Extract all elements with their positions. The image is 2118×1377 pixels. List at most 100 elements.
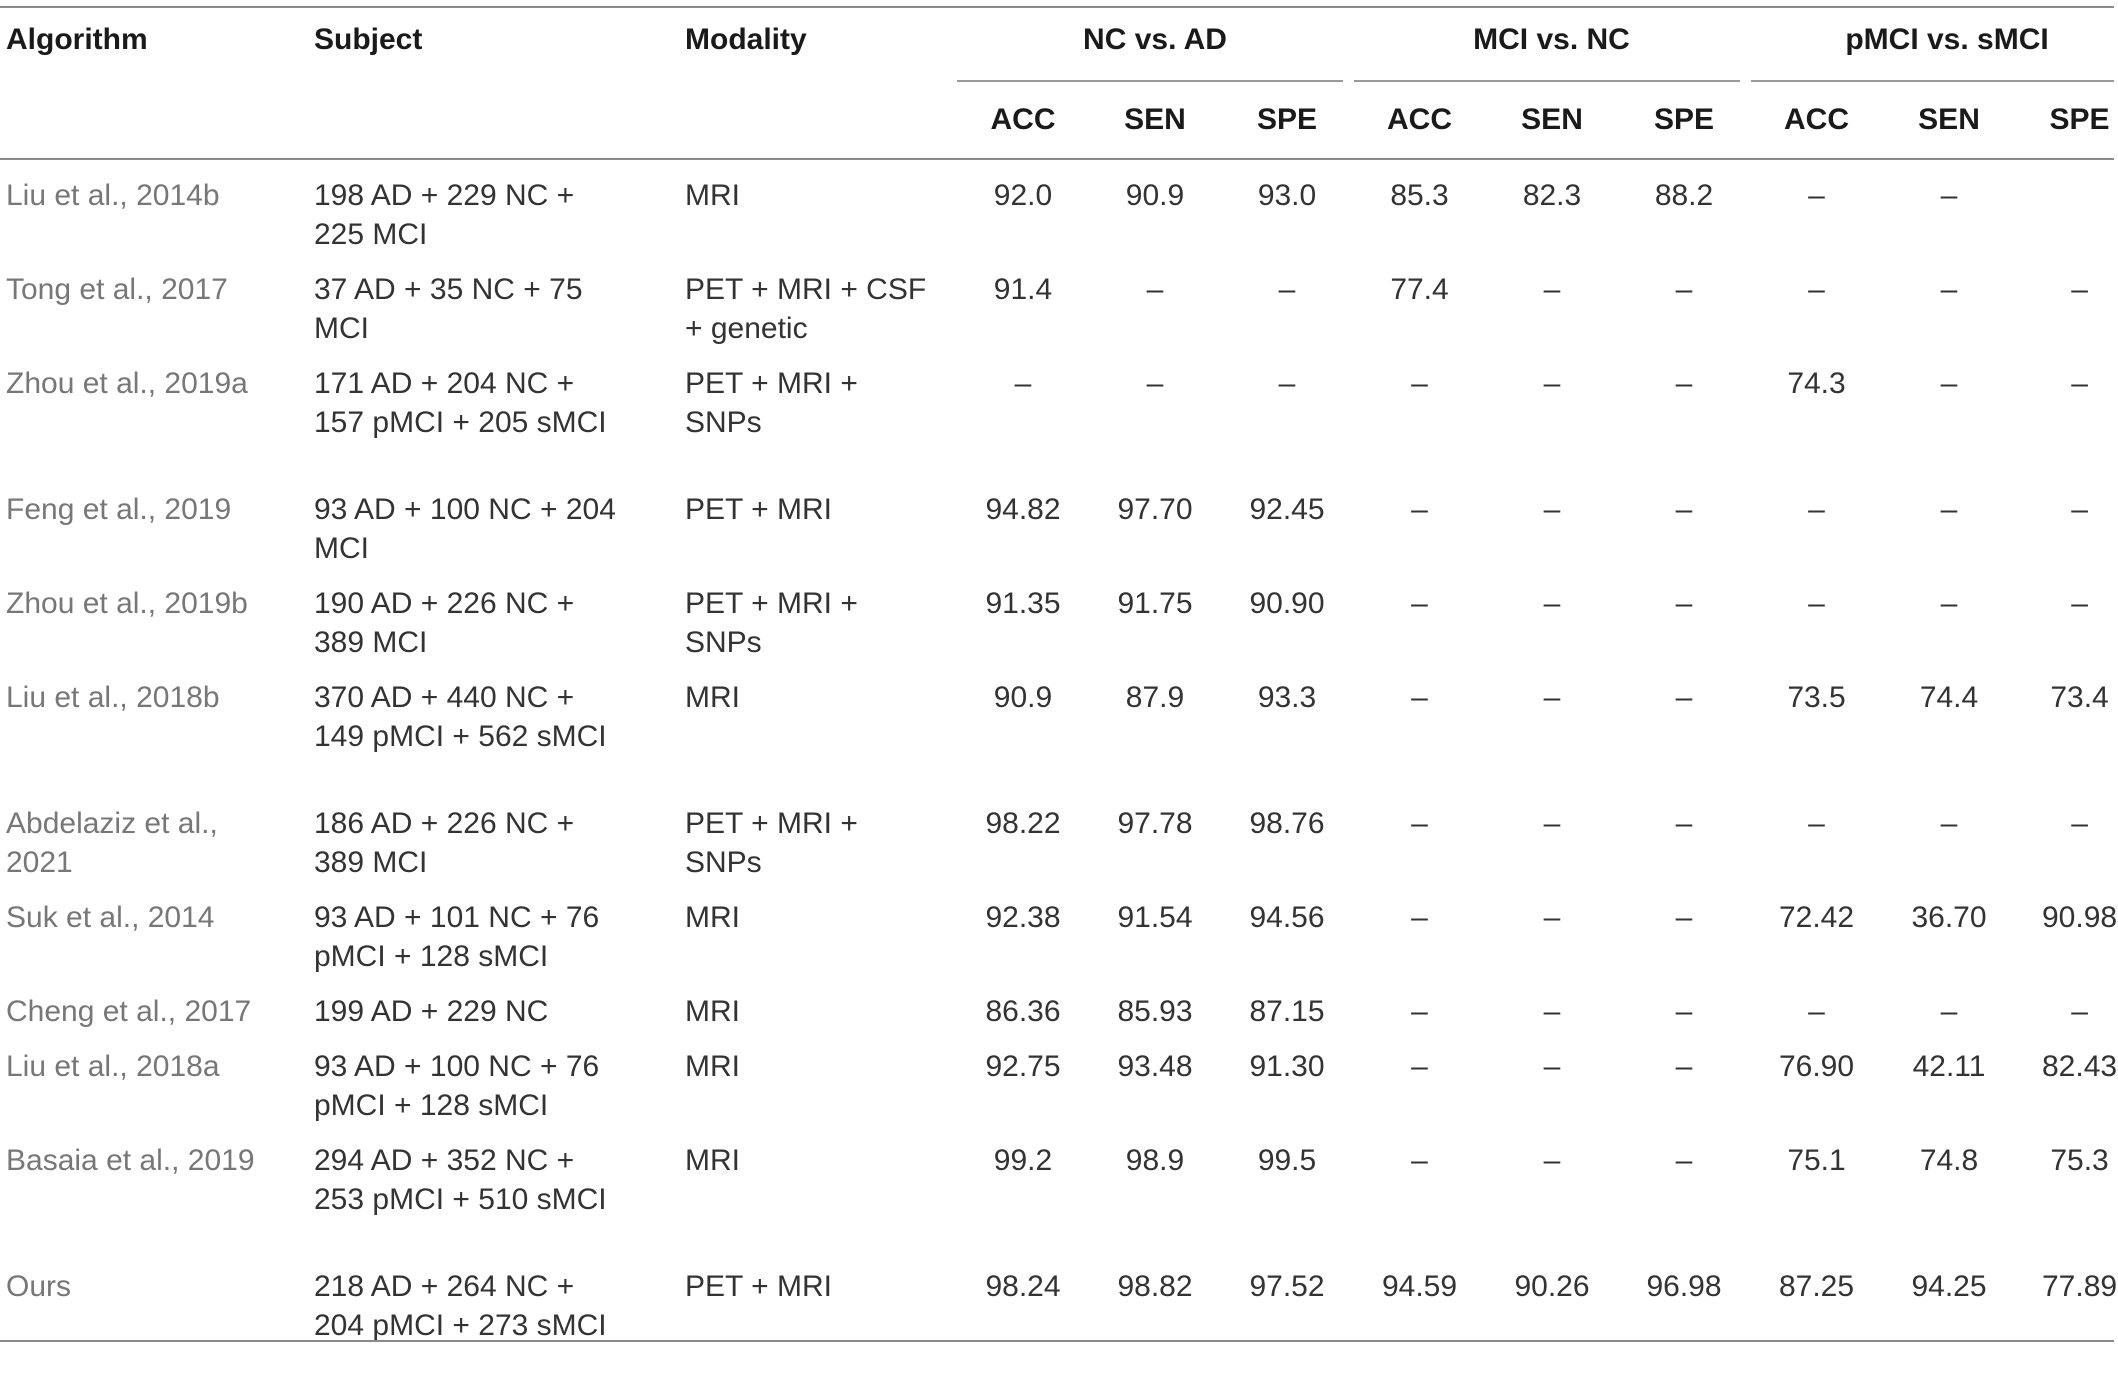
table-row: Ours 218 AD + 264 NC + 204 pMCI + 273 sMC… (0, 1251, 2118, 1377)
cell-subject: 294 AD + 352 NC + 253 pMCI + 510 sMCI (314, 1144, 607, 1216)
cell-value: – (1543, 995, 1561, 1028)
group-underline-pmci-smci (1751, 80, 2114, 82)
cell-value: 90.98 (2041, 901, 2118, 934)
table-row: Liu et al., 2014b 198 AD + 229 NC + 225 M… (0, 160, 2118, 254)
cell-value: – (1411, 901, 1428, 934)
cell-value: – (1411, 807, 1428, 840)
cell-value: 98.76 (1249, 807, 1325, 840)
cell-value: 87.25 (1778, 1270, 1855, 1303)
cell-value: – (1146, 273, 1164, 306)
cell-value: – (1675, 681, 1693, 714)
header-rule (0, 158, 2114, 160)
cell-value: – (1940, 995, 1958, 1028)
cell-value: – (1808, 807, 1825, 840)
cell-value: – (1940, 273, 1958, 306)
cell-modality: MRI (685, 179, 740, 212)
cell-value: 74.8 (1919, 1144, 1979, 1177)
cell-subject: 93 AD + 101 NC + 76 pMCI + 128 sMCI (314, 901, 600, 973)
cell-value: – (1543, 1050, 1561, 1083)
cell-value: 94.82 (985, 493, 1061, 526)
header-metric: ACC (990, 103, 1056, 136)
cell-value: – (1543, 587, 1561, 620)
cell-modality: PET + MRI + SNPs (685, 367, 858, 439)
cell-value: – (1411, 587, 1428, 620)
cell-value: 97.70 (1117, 493, 1193, 526)
cell-algorithm: Zhou et al., 2019a (6, 367, 248, 400)
cell-value: 91.75 (1117, 587, 1193, 620)
table-row: Tong et al., 2017 37 AD + 35 NC + 75 MCI P… (0, 254, 2118, 348)
cell-value: 92.45 (1249, 493, 1325, 526)
cell-value: 42.11 (1912, 1050, 1986, 1083)
cell-value: 75.3 (2050, 1144, 2109, 1177)
cell-algorithm: Liu et al., 2018a (6, 1050, 220, 1083)
cell-modality: PET + MRI (685, 1270, 832, 1303)
cell-value: 98.24 (985, 1270, 1061, 1303)
header-group-mci-nc: MCI vs. NC (1473, 23, 1630, 56)
cell-value: – (1543, 807, 1561, 840)
cell-value: – (1675, 367, 1693, 400)
cell-value: 86.36 (985, 995, 1061, 1028)
cell-value: 90.9 (993, 681, 1053, 714)
cell-algorithm: Zhou et al., 2019b (6, 587, 248, 620)
cell-value: – (1278, 273, 1296, 306)
cell-value: – (1146, 367, 1164, 400)
header-metric: ACC (1387, 103, 1453, 136)
cell-value: 90.26 (1514, 1270, 1590, 1303)
cell-value: – (1543, 1144, 1561, 1177)
cell-value: – (1808, 273, 1825, 306)
header-group-pmci-smci: pMCI vs. sMCI (1845, 23, 2049, 56)
cell-value: 87.15 (1249, 995, 1325, 1028)
cell-value: 94.25 (1911, 1270, 1987, 1303)
cell-modality: PET + MRI (685, 493, 832, 526)
bottom-rule (0, 1340, 2114, 1342)
cell-algorithm: Feng et al., 2019 (6, 493, 232, 526)
cell-value: – (1675, 995, 1693, 1028)
cell-value: – (1543, 273, 1561, 306)
cell-value: 85.93 (1117, 995, 1193, 1028)
cell-value: 92.75 (985, 1050, 1061, 1083)
cell-subject: 37 AD + 35 NC + 75 MCI (314, 273, 583, 345)
cell-value: – (1411, 367, 1428, 400)
cell-modality: PET + MRI + CSF + genetic (685, 273, 927, 345)
cell-value: 87.9 (1125, 681, 1185, 714)
header-metric: SPE (2049, 103, 2110, 136)
cell-subject: 171 AD + 204 NC + 157 pMCI + 205 sMCI (314, 367, 607, 439)
header-metric: SEN (1521, 103, 1583, 136)
cell-value: 74.4 (1919, 681, 1979, 714)
cell-subject: 93 AD + 100 NC + 204 MCI (314, 493, 616, 565)
cell-value: – (1940, 367, 1958, 400)
table-row: Zhou et al., 2019a 171 AD + 204 NC + 157 … (0, 348, 2118, 474)
cell-value: – (1675, 901, 1693, 934)
cell-value: 85.3 (1390, 179, 1449, 212)
cell-value: 36.70 (1911, 901, 1987, 934)
group-underline-mci-nc (1354, 80, 1740, 82)
cell-algorithm: Suk et al., 2014 (6, 901, 215, 934)
cell-value: – (1808, 587, 1825, 620)
cell-value: – (1411, 995, 1428, 1028)
cell-modality: MRI (685, 901, 740, 934)
table-row: Zhou et al., 2019b 190 AD + 226 NC + 389 … (0, 568, 2118, 662)
cell-value: – (1543, 493, 1561, 526)
cell-value: 92.0 (993, 179, 1053, 212)
cell-value: 97.52 (1249, 1270, 1325, 1303)
cell-value: – (1675, 1144, 1693, 1177)
header-metric: ACC (1784, 103, 1850, 136)
cell-modality: MRI (685, 1144, 740, 1177)
table-body: Liu et al., 2014b 198 AD + 229 NC + 225 M… (0, 160, 2118, 1377)
cell-value: 98.9 (1125, 1144, 1185, 1177)
cell-value: – (1808, 995, 1825, 1028)
cell-value: – (1675, 273, 1693, 306)
cell-value: – (1940, 807, 1958, 840)
cell-value: – (2071, 995, 2088, 1028)
cell-value: – (2071, 273, 2088, 306)
cell-subject: 186 AD + 226 NC + 389 MCI (314, 807, 575, 879)
cell-value: 82.3 (1522, 179, 1582, 212)
table-row: Feng et al., 2019 93 AD + 100 NC + 204 MC… (0, 474, 2118, 568)
cell-value: 97.78 (1117, 807, 1193, 840)
cell-modality: MRI (685, 995, 740, 1028)
cell-value: 73.5 (1787, 681, 1846, 714)
cell-algorithm: Ours (6, 1270, 72, 1303)
cell-value: – (1940, 587, 1958, 620)
cell-value: – (1808, 179, 1825, 212)
